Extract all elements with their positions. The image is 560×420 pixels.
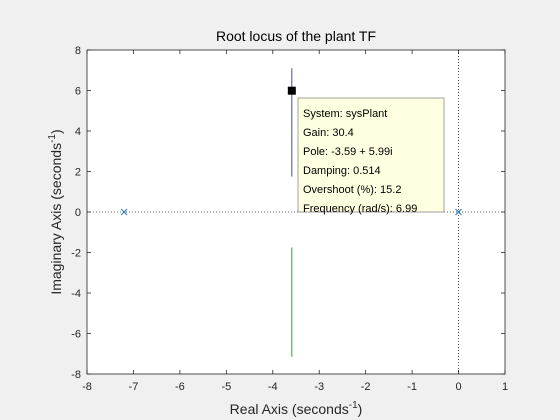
pole-layer	[120, 208, 462, 216]
y-axis-label-close: )	[48, 129, 64, 134]
y-tick-label: -2	[71, 248, 81, 260]
data-tip-system: System: sysPlant	[303, 108, 387, 120]
data-tip-overshoot: Overshoot (%): 15.2	[303, 184, 401, 196]
y-tick-label: 2	[75, 167, 81, 179]
y-axis-label-superscript: -1	[47, 134, 58, 143]
x-axis-label-text: Real Axis (seconds	[230, 401, 349, 417]
pole-marker-2[interactable]	[455, 208, 462, 216]
y-ticks: -8 -6 -4 -2 0 2 4 6 8	[71, 45, 505, 381]
x-tick-label: -8	[82, 381, 92, 393]
y-tick-label: -6	[71, 329, 81, 341]
y-axis-label: Imaginary Axis (seconds-1)	[47, 129, 64, 294]
x-tick-label: -2	[361, 381, 371, 393]
y-tick-label: -4	[71, 288, 81, 300]
x-axis-label-superscript: -1	[349, 400, 358, 411]
selected-pole-marker[interactable]	[287, 86, 296, 95]
data-tip-damping: Damping: 0.514	[303, 165, 381, 177]
x-tick-label: -6	[175, 381, 185, 393]
x-tick-label: -1	[407, 381, 417, 393]
y-axis-label-text: Imaginary Axis (seconds	[48, 143, 64, 295]
x-axis-label: Real Axis (seconds-1)	[230, 400, 363, 417]
data-tip-box	[297, 97, 445, 213]
x-ticks: -8 -7 -6 -5 -4 -3 -2 -1 0 1	[82, 50, 508, 393]
data-tip-pole: Pole: -3.59 + 5.99i	[303, 146, 393, 158]
data-tip-gain: Gain: 30.4	[303, 127, 354, 139]
x-tick-label: -5	[221, 381, 231, 393]
data-tip-frequency: Frequency (rad/s): 6.99	[303, 203, 417, 215]
x-axis-label-close: )	[358, 401, 363, 417]
x-tick-label: -3	[314, 381, 324, 393]
x-tick-label: -7	[129, 381, 139, 393]
y-tick-label: 0	[75, 207, 81, 219]
y-tick-label: 4	[75, 126, 81, 138]
y-tick-label: 8	[75, 45, 81, 57]
chart-title: Root locus of the plant TF	[216, 28, 376, 44]
y-tick-label: 6	[75, 86, 81, 98]
x-tick-label: 0	[455, 381, 461, 393]
x-tick-label: 1	[502, 381, 508, 393]
y-tick-label: -8	[71, 369, 81, 381]
pole-marker-1[interactable]	[120, 208, 128, 216]
data-tip[interactable]: System: sysPlant Gain: 30.4 Pole: -3.59 …	[297, 97, 445, 215]
x-tick-label: -4	[268, 381, 278, 393]
